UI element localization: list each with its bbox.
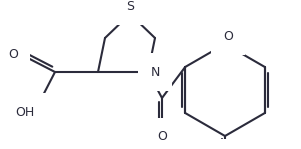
Text: N: N bbox=[150, 66, 160, 79]
Text: O: O bbox=[223, 30, 233, 42]
Text: OH: OH bbox=[15, 105, 35, 118]
Text: S: S bbox=[126, 0, 134, 13]
Text: O: O bbox=[157, 131, 167, 143]
Text: O: O bbox=[8, 49, 18, 62]
